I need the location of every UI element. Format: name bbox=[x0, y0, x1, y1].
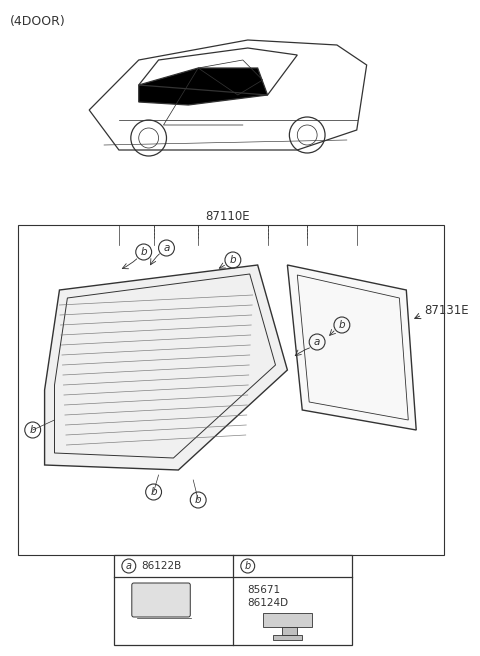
Text: b: b bbox=[229, 255, 236, 265]
Text: a: a bbox=[126, 561, 132, 571]
Text: b: b bbox=[195, 495, 202, 505]
Text: a: a bbox=[163, 243, 169, 253]
Polygon shape bbox=[282, 627, 297, 635]
Text: b: b bbox=[29, 425, 36, 435]
Text: b: b bbox=[140, 247, 147, 257]
Bar bbox=[263, 613, 312, 627]
Text: 87131E: 87131E bbox=[424, 304, 469, 316]
Bar bbox=[18, 225, 444, 555]
Polygon shape bbox=[139, 68, 267, 105]
Text: 87110E: 87110E bbox=[205, 210, 250, 223]
Text: b: b bbox=[338, 320, 345, 330]
Text: b: b bbox=[150, 487, 157, 497]
FancyBboxPatch shape bbox=[132, 583, 190, 617]
Polygon shape bbox=[45, 265, 288, 470]
Polygon shape bbox=[288, 265, 416, 430]
Bar bbox=[273, 635, 302, 640]
Text: 86122B: 86122B bbox=[142, 561, 182, 571]
Text: (4DOOR): (4DOOR) bbox=[10, 15, 66, 28]
Text: a: a bbox=[314, 337, 320, 347]
Text: 86124D: 86124D bbox=[248, 598, 289, 608]
Text: 85671: 85671 bbox=[248, 585, 281, 595]
Text: b: b bbox=[245, 561, 251, 571]
Bar bbox=[114, 555, 352, 645]
